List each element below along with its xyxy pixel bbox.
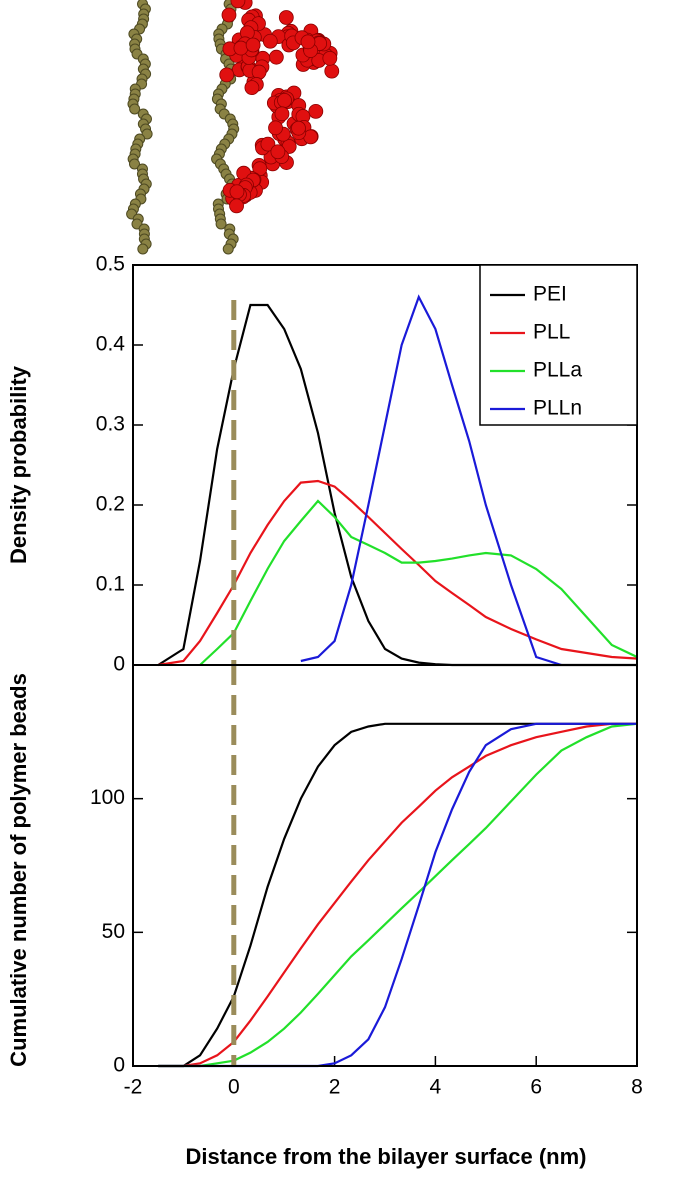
data-line [158,479,638,667]
plot-frame [132,664,638,1067]
y-tick-label: 0 [113,653,125,676]
polymer-bead [229,198,244,214]
y-tick-label: 0.2 [96,493,125,516]
legend-label: PEI [533,283,567,306]
polymer-bead [251,64,267,80]
polymer-bead [274,106,290,122]
data-line [158,722,637,1068]
polymer-bead [270,144,286,160]
polymer-bead [262,33,278,49]
y-axis-label: Density probability [6,365,31,564]
legend-label: PLLn [533,397,582,420]
polymer-bead [230,0,246,9]
x-tick-label: 4 [430,1076,442,1099]
x-tick-label: 2 [329,1076,341,1099]
polymer-bead [219,67,235,83]
data-line [158,722,637,1068]
polymer-bead [300,34,316,50]
y-tick-label: 0.5 [96,253,125,276]
chain-bead [141,128,153,140]
chain-bead [222,243,234,255]
polymer-bead [229,184,245,200]
polymer-bead [244,80,260,96]
y-tick-label: 0 [113,1054,125,1077]
y-tick-label: 100 [90,786,125,809]
legend-label: PLL [533,321,570,344]
polymer-bead [221,7,237,23]
data-line [158,722,638,1068]
polymer-bead [268,49,284,65]
data-line [300,294,562,667]
polymer-bead [278,10,294,25]
polymer-bead [245,37,261,53]
polymer-bead [260,136,276,152]
polymer-bead [291,120,306,136]
legend-box [479,264,638,426]
data-line [158,722,637,1068]
x-tick-label: -2 [124,1076,143,1099]
chain-bead [129,158,141,170]
polymer-bead [268,120,283,136]
y-tick-label: 0.1 [96,573,125,596]
chain-bead [215,218,227,230]
polymer-bead [308,103,324,119]
chain-bead [137,243,149,255]
x-tick-label: 8 [631,1076,643,1099]
polymer-bead [277,93,292,108]
chain-bead [129,103,141,115]
legend: PEI PLL PLLa PLLn [479,264,638,426]
x-tick-label: 0 [228,1076,240,1099]
x-axis-label: Distance from the bilayer surface (nm) [185,1144,586,1169]
data-line [199,499,638,666]
legend-label: PLLa [533,359,582,382]
polymer-bead [233,40,249,56]
y-tick-label: 0.3 [96,413,125,436]
polymer-bead [322,50,338,66]
y-axis-label: Cumulative number of polymer beads [6,673,31,1067]
y-tick-label: 50 [102,920,125,943]
y-tick-label: 0.4 [96,333,126,356]
polymer-bead [324,63,340,79]
molecule-image [126,0,340,255]
x-tick-label: 6 [530,1076,542,1099]
